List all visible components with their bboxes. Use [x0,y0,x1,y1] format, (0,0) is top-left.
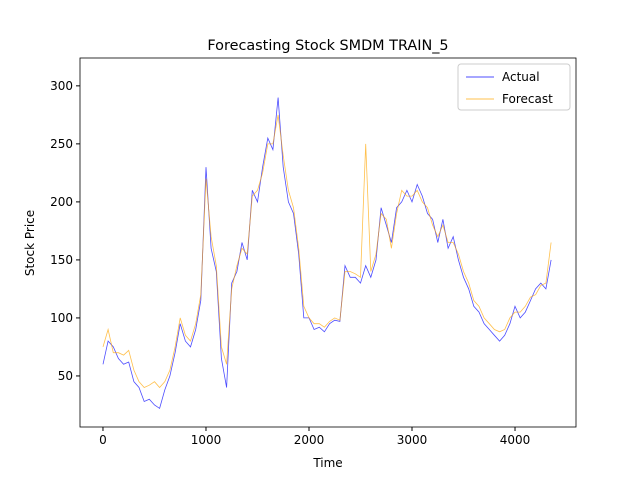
x-tick-label: 2000 [294,433,325,447]
plot-frame [79,57,577,428]
legend-label: Forecast [502,92,553,106]
y-tick-label: 200 [50,195,73,209]
chart-title: Forecasting Stock SMDM TRAIN_5 [207,38,448,54]
x-tick-label: 3000 [397,433,428,447]
y-tick-label: 150 [50,253,73,267]
x-axis-label: Time [312,456,342,470]
x-tick-label: 4000 [500,433,531,447]
legend-label: Actual [502,70,540,84]
y-tick-label: 300 [50,79,73,93]
x-tick-label: 0 [99,433,107,447]
y-axis-label: Stock Price [23,210,37,276]
y-tick-label: 50 [58,369,73,383]
y-tick-label: 250 [50,137,73,151]
series-line [102,97,552,410]
y-tick-label: 100 [50,311,73,325]
x-tick-label: 1000 [191,433,222,447]
series-line [102,114,552,389]
